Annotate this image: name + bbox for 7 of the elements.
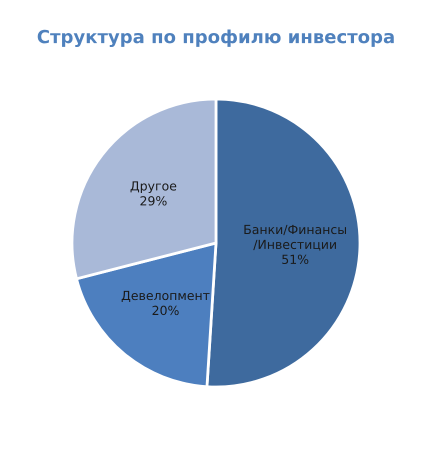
- data-label: 20%: [152, 306, 179, 316]
- slice-label: Девелопмент: [122, 290, 210, 302]
- slice-label: Другое: [130, 181, 176, 194]
- slice-label: Банки/Финансы /Инвестиции: [244, 224, 346, 251]
- chart-title: Структура по профилю инвестора: [38, 29, 394, 48]
- data-label: 29%: [140, 196, 167, 206]
- data-label: 51%: [282, 254, 308, 264]
